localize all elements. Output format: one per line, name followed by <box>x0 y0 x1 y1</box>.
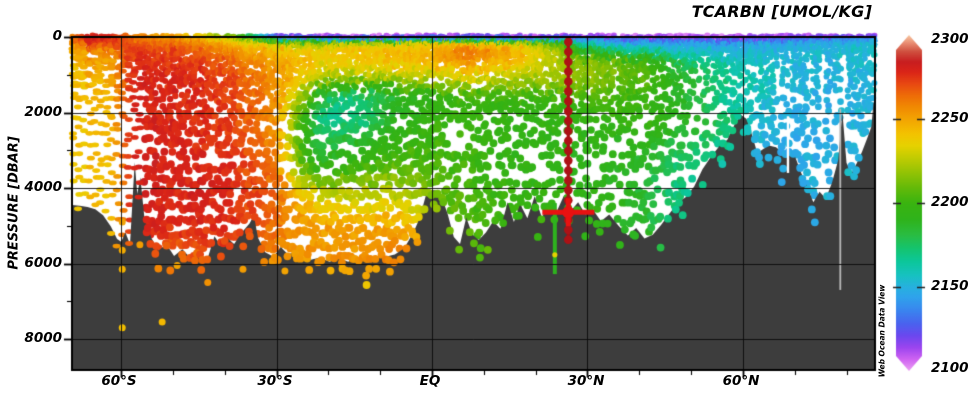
colorbar-tick-label: 2200 <box>931 194 969 210</box>
y-tick-label: 4000 <box>24 179 62 195</box>
colorbar-tick-label: 2250 <box>931 110 969 126</box>
x-tick-label: 60°S <box>101 373 137 389</box>
colorbar-tick-label: 2150 <box>931 278 969 294</box>
y-tick-label: 8000 <box>24 330 62 346</box>
watermark: Web Ocean Data View <box>877 284 887 378</box>
colorbar-tick-label: 2100 <box>931 360 969 376</box>
x-tick-label: 60°N <box>722 373 760 389</box>
y-tick-label: 2000 <box>24 104 62 120</box>
x-tick-label: 30°S <box>257 373 293 389</box>
x-tick-label: 30°N <box>567 373 605 389</box>
plot-title: TCARBN [UMOL/KG] <box>691 2 872 21</box>
x-tick-label: EQ <box>419 373 441 389</box>
colorbar-tick-label: 2300 <box>931 31 969 47</box>
y-axis-title: PRESSURE [DBAR] <box>6 136 22 270</box>
y-tick-label: 6000 <box>24 255 62 271</box>
y-tick-label: 0 <box>52 28 62 44</box>
